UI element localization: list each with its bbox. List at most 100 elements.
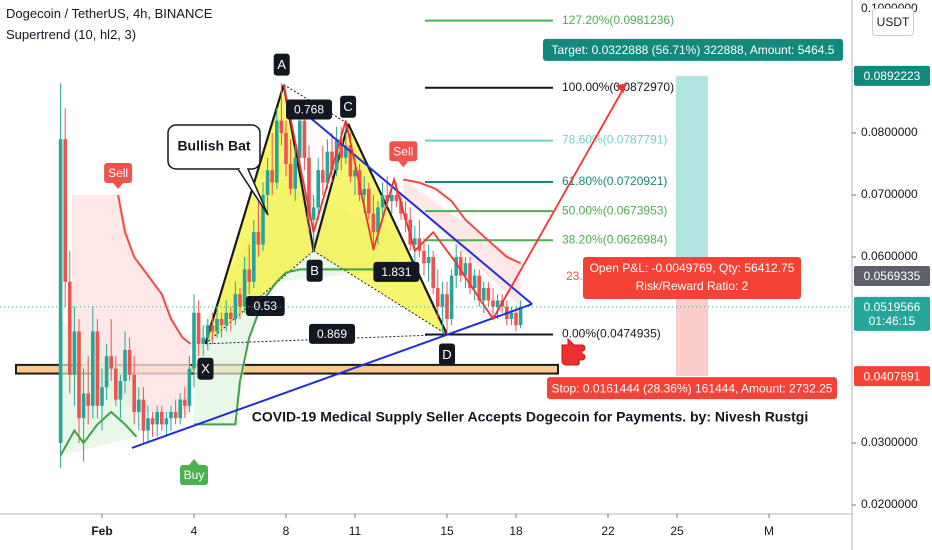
pattern-ratio-3: 0.869 xyxy=(317,327,347,341)
candle-body-67 xyxy=(367,188,371,214)
candle-body-82 xyxy=(436,288,440,307)
projection-zigzag xyxy=(282,82,628,321)
supertrend-red-line xyxy=(117,194,192,345)
pattern-point-c-bg xyxy=(340,95,357,118)
signal-0-tip xyxy=(113,183,124,189)
candle-body-72 xyxy=(390,195,394,202)
pattern-ratio-3-bg xyxy=(309,323,355,344)
candle-body-1 xyxy=(63,139,67,282)
price-tag-4-bg xyxy=(854,366,930,387)
candle-body-62 xyxy=(344,145,348,158)
candle-body-81 xyxy=(431,257,435,288)
indicator-title: Supertrend (10, hl2, 3) xyxy=(6,27,137,42)
candle-body-23 xyxy=(164,418,169,425)
currency-button[interactable]: USDT xyxy=(872,8,914,36)
supertrend-layer xyxy=(59,178,522,456)
candle-body-77 xyxy=(413,238,417,245)
x-tick-7: 25 xyxy=(670,524,684,538)
candle-body-78 xyxy=(417,238,422,251)
candle-body-80 xyxy=(426,257,431,264)
signal-1-label: Buy xyxy=(184,468,205,482)
signal-1-bg xyxy=(180,465,208,485)
fib-label-7: 0.00%(0.0474935) xyxy=(562,327,661,341)
x-tick-8: M xyxy=(764,524,774,538)
fib-label-2: 78.60%(0.0787791) xyxy=(562,133,667,147)
fib-label-3: 61.80%(0.0720921) xyxy=(562,174,667,188)
candle-body-10 xyxy=(104,356,109,388)
x-tick-0: Feb xyxy=(91,524,112,538)
pattern-ratio-2-bg xyxy=(373,261,420,282)
candle-body-37 xyxy=(229,312,233,319)
candle-body-43 xyxy=(256,232,261,245)
y-tick-0: 0.0800000 xyxy=(861,125,918,139)
candle-body-35 xyxy=(219,319,224,326)
candle-body-27 xyxy=(183,399,187,406)
candle-body-19 xyxy=(146,418,150,431)
candle-body-99 xyxy=(514,312,518,326)
supertrend-red-line-2 xyxy=(403,178,522,265)
stop-box: Stop: 0.0161444 (28.36%) 161444, Amount:… xyxy=(552,381,833,395)
pattern-name-bubble xyxy=(167,124,261,170)
y-tick-4: 0.0200000 xyxy=(861,497,918,511)
candle-body-28 xyxy=(187,368,192,406)
candle-body-0 xyxy=(58,139,63,443)
upper-trendline xyxy=(294,104,533,305)
candle-body-56 xyxy=(316,170,320,208)
y-tick-3: 0.0300000 xyxy=(861,435,918,449)
signal-2-tip xyxy=(398,161,409,168)
candle-body-5 xyxy=(81,393,86,419)
price-tag-0: 0.0892223 xyxy=(864,69,921,83)
candle-body-71 xyxy=(385,195,389,202)
signal-1-tip xyxy=(189,459,199,465)
candle-body-21 xyxy=(155,412,159,425)
candle-body-83 xyxy=(440,294,445,307)
candle-body-73 xyxy=(394,195,399,202)
candle-body-87 xyxy=(459,257,463,276)
pattern-point-b: B xyxy=(310,263,319,278)
x-tick-1: 4 xyxy=(191,524,198,538)
candle-body-20 xyxy=(150,418,155,425)
hand-pointer-icon xyxy=(561,337,586,366)
price-tag-1: 0.0569335 xyxy=(864,269,921,283)
candle-body-18 xyxy=(141,399,146,431)
candle-body-7 xyxy=(91,331,95,406)
candle-body-22 xyxy=(160,412,164,425)
candle-body-9 xyxy=(100,387,104,406)
profit-zone xyxy=(676,75,708,277)
pnl-box-line1: Open P&L: -0.0049769, Qty: 56412.75 xyxy=(590,261,795,275)
y-tick-2: 0.0600000 xyxy=(861,249,918,263)
candle-body-26 xyxy=(178,399,182,419)
trendlines-layer xyxy=(131,82,628,449)
pattern-point-a-bg xyxy=(273,53,290,76)
x-tick-6: 22 xyxy=(601,524,615,538)
fib-label-5: 38.20%(0.0626984) xyxy=(562,232,667,246)
pattern-point-c: C xyxy=(343,99,352,114)
candle-body-74 xyxy=(399,201,403,214)
candle-body-100 xyxy=(518,306,523,326)
candle-body-46 xyxy=(270,170,274,183)
candle-body-90 xyxy=(472,275,477,288)
signal-0-bg xyxy=(104,163,133,183)
candle-body-13 xyxy=(118,381,123,400)
candle-body-11 xyxy=(109,356,113,369)
candle-body-89 xyxy=(468,263,472,288)
symbol-title: Dogecoin / TetherUS, 4h, BINANCE xyxy=(6,6,213,21)
candle-body-36 xyxy=(224,312,228,326)
pattern-ratio-1: 0.53 xyxy=(254,299,278,313)
pattern-labels-layer: X A B C D 0.768 0.53 1.831 0.869 Bullish Bat Sell B… xyxy=(104,53,809,485)
candle-body-16 xyxy=(132,374,136,412)
candle-body-69 xyxy=(376,207,380,233)
price-tag-4: 0.0407891 xyxy=(864,369,921,383)
pattern-ratio-0-bg xyxy=(286,99,332,120)
candle-body-85 xyxy=(449,275,454,319)
pattern-leg-xa xyxy=(204,84,285,345)
candle-body-6 xyxy=(86,393,90,406)
candle-body-53 xyxy=(302,120,307,158)
signal-2-bg xyxy=(389,141,418,162)
news-annotation: COVID-19 Medical Supply Seller Accepts D… xyxy=(252,409,809,425)
pattern-point-a: A xyxy=(277,57,286,72)
price-tag-3-bg xyxy=(854,310,930,331)
signal-2-label: Sell xyxy=(393,144,413,158)
